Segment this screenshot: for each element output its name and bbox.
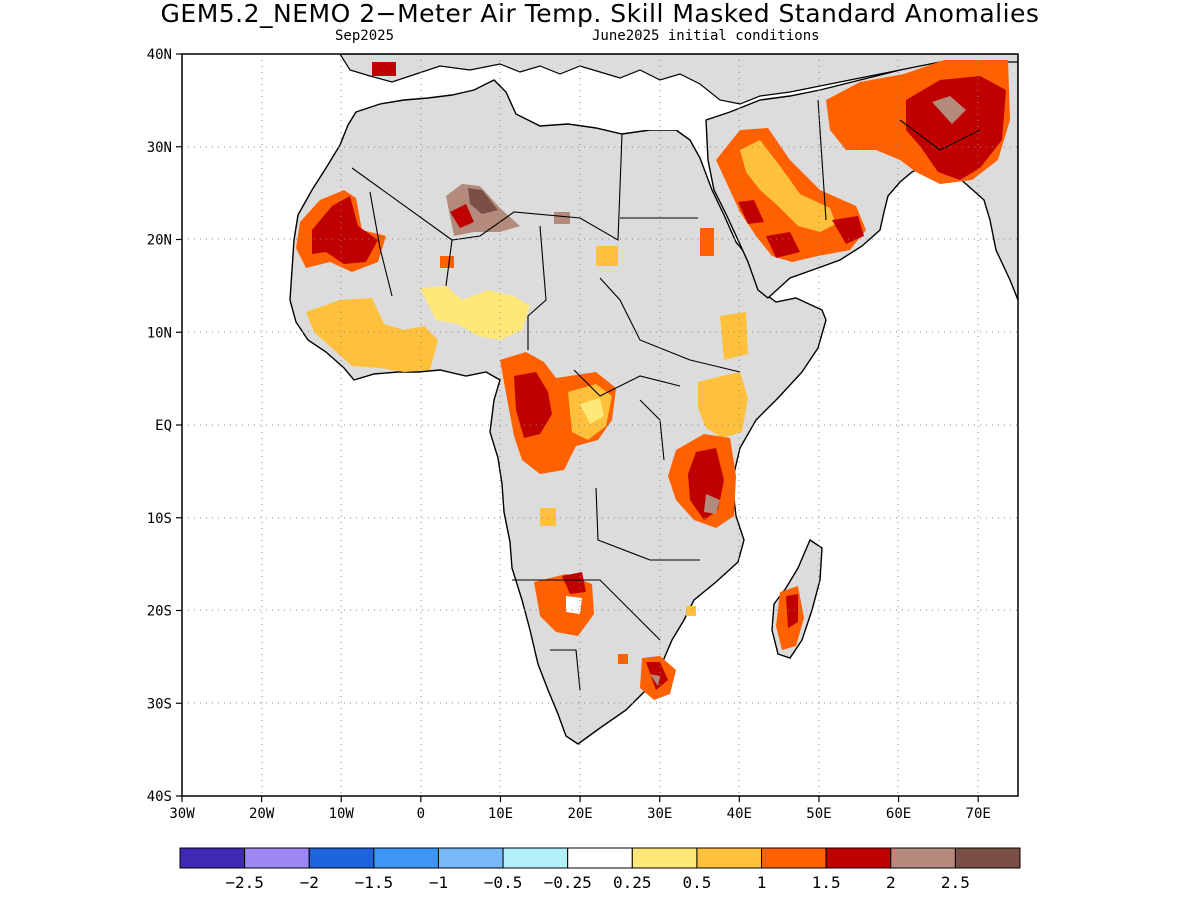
colorbar-swatch [179, 847, 246, 869]
colorbar-label: −0.5 [484, 873, 523, 892]
colorbar-swatch [373, 847, 439, 869]
lat-tick-label: 10S [147, 511, 172, 527]
lat-tick-label: 20S [147, 604, 172, 620]
colorbar-swatch [244, 847, 310, 869]
lon-tick-label: 30W [169, 806, 195, 822]
lat-tick-label: 40S [147, 789, 172, 805]
map-layers [182, 54, 1018, 796]
colorbar-swatch [954, 847, 1021, 869]
europe-landmass [339, 54, 1018, 105]
lat-tick-label: EQ [155, 418, 172, 434]
chart-title: GEM5.2_NEMO 2−Meter Air Temp. Skill Mask… [160, 0, 1040, 28]
colorbar-label: −1.5 [355, 873, 394, 892]
colorbar-label: −2 [300, 873, 319, 892]
colorbar-swatch [825, 847, 892, 869]
colorbar-swatch [567, 847, 633, 869]
lat-tick-label: 40N [147, 47, 172, 63]
lon-tick-label: 20W [249, 806, 275, 822]
anomaly-patches [296, 60, 1010, 700]
colorbar-label: 2.5 [941, 873, 970, 892]
colorbar-label: −0.25 [544, 873, 592, 892]
lat-tick-label: 30N [147, 140, 172, 156]
initial-conditions: June2025 initial conditions [592, 28, 820, 44]
lon-tick-label: 50E [806, 806, 831, 822]
colorbar-swatch [308, 847, 375, 869]
mediterranean-sea [520, 80, 700, 130]
colorbar-swatch [631, 847, 698, 869]
colorbar-swatch [502, 847, 569, 869]
colorbar-label: 2 [886, 873, 896, 892]
lon-tick-label: 20E [567, 806, 592, 822]
grid-lines [182, 54, 1018, 796]
colorbar-label: 1.5 [812, 873, 841, 892]
colorbar-swatch [696, 847, 763, 869]
lon-tick-label: 10W [329, 806, 355, 822]
lon-tick-label: 0 [417, 806, 425, 822]
colorbar-label: 1 [757, 873, 767, 892]
lon-tick-label: 10E [488, 806, 513, 822]
lon-tick-label: 30E [647, 806, 672, 822]
lat-tick-label: 30S [147, 696, 172, 712]
colorbar-swatch [890, 847, 956, 869]
colorbar-swatch [761, 847, 827, 869]
colorbar-label: 0.5 [682, 873, 711, 892]
lon-tick-label: 70E [966, 806, 991, 822]
lat-tick-label: 20N [147, 233, 172, 249]
lat-tick-label: 10N [147, 325, 172, 341]
lon-tick-label: 60E [886, 806, 911, 822]
colorbar-label: −1 [429, 873, 448, 892]
colorbar-label: 0.25 [613, 873, 652, 892]
lon-tick-label: 40E [727, 806, 752, 822]
colorbar-swatch [437, 847, 504, 869]
color-scale-bar: −2.5 −2 −1.5 −1 −0.5 −0.25 0.25 0.5 1 1.5 2 2.5 [179, 847, 1021, 892]
colorbar-label: −2.5 [225, 873, 264, 892]
forecast-month: Sep2025 [335, 28, 395, 44]
